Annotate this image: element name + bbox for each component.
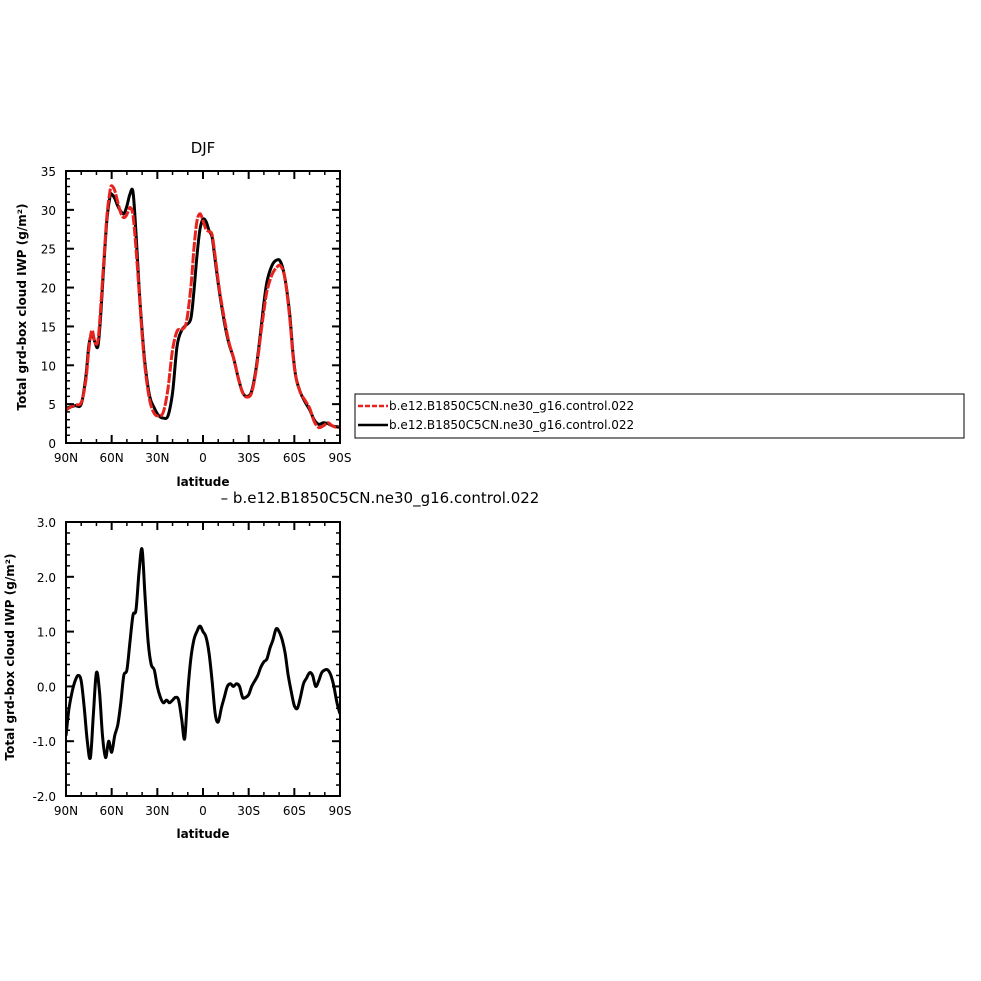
- y-tick-label: 30: [41, 204, 56, 218]
- y-tick-label: -2.0: [33, 790, 56, 804]
- panel-1-ylabel: Total grd-box cloud IWP (g/m²): [15, 204, 29, 411]
- x-tick-label: 60S: [283, 451, 306, 465]
- x-tick-label: 0: [199, 804, 207, 818]
- y-tick-label: -1.0: [33, 735, 56, 749]
- legend-entry-1: b.e12.B1850C5CN.ne30_g16.control.022: [389, 399, 634, 413]
- x-tick-label: 90N: [54, 451, 78, 465]
- y-tick-label: 3.0: [37, 516, 56, 530]
- x-tick-label: 30S: [237, 451, 260, 465]
- y-tick-label: 20: [41, 282, 56, 296]
- x-tick-label: 90N: [54, 804, 78, 818]
- x-tick-label: 60S: [283, 804, 306, 818]
- y-tick-label: 35: [41, 165, 56, 179]
- panel-2-ticks: 90N 60N 30N 0 30S 60S 90S -2.0 -1.0 0.0 1.0 2.0 3.0: [33, 516, 352, 818]
- panel-2-xlabel: latitude: [176, 827, 229, 841]
- x-tick-label: 90S: [329, 804, 352, 818]
- x-tick-label: 30N: [145, 804, 169, 818]
- panel-1-ticks: 90N 60N 30N 0 30S 60S 90S 0 5 10 15 20 25 30 35: [41, 165, 352, 465]
- x-tick-label: 60N: [100, 451, 124, 465]
- y-tick-label: 10: [41, 359, 56, 373]
- legend-entry-2: b.e12.B1850C5CN.ne30_g16.control.022: [389, 418, 634, 432]
- y-tick-label: 5: [48, 398, 56, 412]
- series-line-1: [66, 184, 340, 430]
- x-tick-label: 0: [199, 451, 207, 465]
- y-tick-label: 2.0: [37, 571, 56, 585]
- x-tick-label: 60N: [100, 804, 124, 818]
- panel-1-xlabel: latitude: [176, 475, 229, 489]
- x-tick-label: 90S: [329, 451, 352, 465]
- y-tick-label: 0.0: [37, 680, 56, 694]
- y-tick-label: 25: [41, 243, 56, 257]
- legend: b.e12.B1850C5CN.ne30_g16.control.022 b.e…: [354, 393, 965, 439]
- panel-2-series: [66, 547, 340, 761]
- y-tick-label: 1.0: [37, 626, 56, 640]
- panel-1-series: [66, 184, 340, 430]
- series-line-1: [66, 547, 340, 761]
- panel-2-ylabel: Total grd-box cloud IWP (g/m²): [3, 554, 17, 761]
- panel-2-title: – b.e12.B1850C5CN.ne30_g16.control.022: [221, 489, 540, 508]
- legend-box: [354, 393, 965, 439]
- x-tick-label: 30S: [237, 804, 260, 818]
- y-tick-label: 0: [48, 437, 56, 451]
- panel-2: – b.e12.B1850C5CN.ne30_g16.control.022 9…: [3, 489, 539, 841]
- panel-1: DJF 90N 60N 30N 0 30S 60S 90S 0 5 10 15 20 25 30 35 la…: [15, 139, 351, 489]
- y-tick-label: 15: [41, 320, 56, 334]
- panel-1-title: DJF: [191, 139, 216, 157]
- x-tick-label: 30N: [145, 451, 169, 465]
